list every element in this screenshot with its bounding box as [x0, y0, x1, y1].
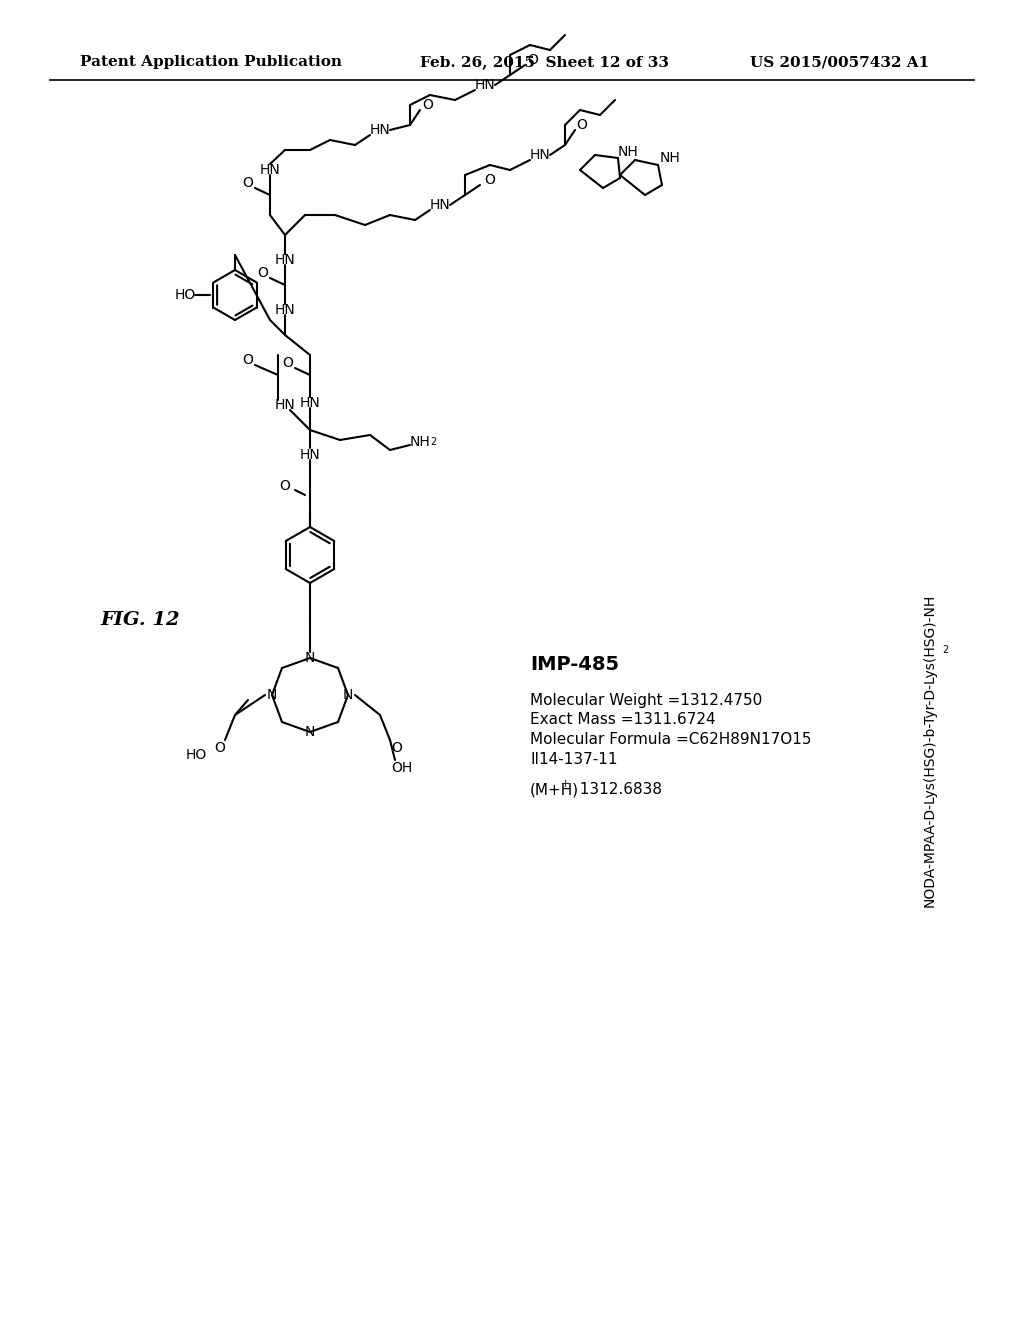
- Text: IMP-485: IMP-485: [530, 656, 620, 675]
- Text: NH: NH: [659, 150, 680, 165]
- Text: FIG. 12: FIG. 12: [100, 611, 179, 630]
- Text: O: O: [243, 352, 253, 367]
- Text: Exact Mass =1311.6724: Exact Mass =1311.6724: [530, 713, 716, 727]
- Text: Patent Application Publication: Patent Application Publication: [80, 55, 342, 69]
- Text: HN: HN: [274, 253, 295, 267]
- Text: (M+H): (M+H): [530, 783, 580, 797]
- Text: O: O: [527, 53, 539, 67]
- Text: NODA-MPAA-D-Lys(HSG)-b-Tyr-D-Lys(HSG)-NH: NODA-MPAA-D-Lys(HSG)-b-Tyr-D-Lys(HSG)-NH: [923, 594, 937, 907]
- Text: HO: HO: [185, 748, 207, 762]
- Text: 2: 2: [430, 437, 436, 447]
- Text: HO: HO: [174, 288, 196, 302]
- Text: HN: HN: [300, 447, 321, 462]
- Text: NH: NH: [617, 145, 638, 158]
- Text: N: N: [305, 651, 315, 665]
- Text: O: O: [258, 267, 268, 280]
- Text: O: O: [243, 176, 253, 190]
- Text: HN: HN: [430, 198, 451, 213]
- Text: NH: NH: [410, 436, 430, 449]
- Text: HN: HN: [274, 304, 295, 317]
- Text: N: N: [343, 688, 353, 702]
- Text: O: O: [484, 173, 496, 187]
- Text: O: O: [577, 117, 588, 132]
- Text: Molecular Formula =C62H89N17O15: Molecular Formula =C62H89N17O15: [530, 733, 811, 747]
- Text: HN: HN: [260, 162, 281, 177]
- Text: OH: OH: [391, 762, 413, 775]
- Text: US 2015/0057432 A1: US 2015/0057432 A1: [750, 55, 929, 69]
- Text: HN: HN: [475, 78, 496, 92]
- Text: O: O: [423, 98, 433, 112]
- Text: O: O: [391, 741, 402, 755]
- Text: O: O: [283, 356, 294, 370]
- Text: O: O: [215, 741, 225, 755]
- Text: HN: HN: [529, 148, 550, 162]
- Text: O: O: [280, 479, 291, 492]
- Text: HN: HN: [274, 399, 295, 412]
- Text: N: N: [305, 725, 315, 739]
- Text: Feb. 26, 2015  Sheet 12 of 33: Feb. 26, 2015 Sheet 12 of 33: [420, 55, 669, 69]
- Text: II14-137-11: II14-137-11: [530, 752, 617, 767]
- Text: Molecular Weight =1312.4750: Molecular Weight =1312.4750: [530, 693, 762, 708]
- Text: 1312.6838: 1312.6838: [570, 783, 662, 797]
- Text: HN: HN: [370, 123, 390, 137]
- Text: +: +: [561, 779, 570, 789]
- Text: 2: 2: [942, 645, 948, 655]
- Text: N: N: [267, 688, 278, 702]
- Text: HN: HN: [300, 396, 321, 411]
